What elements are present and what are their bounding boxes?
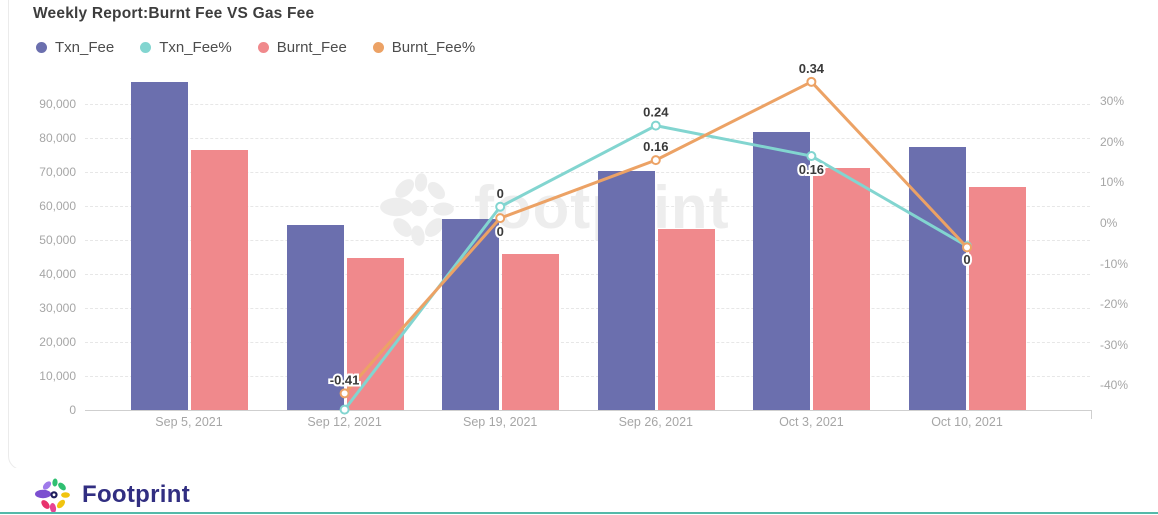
point-burnt-fee--4[interactable] [962,242,972,253]
bar-burnt-fee-4[interactable] [813,167,871,410]
point-label: 0 [963,252,970,267]
legend-item-txn-fee-[interactable]: Txn_Fee% [140,39,232,56]
point-label: 0.16 [799,162,824,177]
legend-label: Burnt_Fee [276,39,347,56]
gridline [85,172,1090,173]
legend-dot-icon [140,42,152,53]
point-txn-fee--3[interactable] [806,151,817,162]
gridline [85,104,1090,105]
bar-burnt-fee-5[interactable] [969,186,1026,410]
bar-txn-fee-4[interactable] [753,131,811,410]
left-axis-tick-label: 40,000 [39,267,76,281]
legend-dot-icon [372,42,384,53]
x-axis-category-label: Sep 26, 2021 [618,415,693,429]
x-axis-end-tick [1091,410,1092,419]
legend-item-burnt-fee-[interactable]: Burnt_Fee% [372,39,476,56]
left-axis-tick-label: 60,000 [39,199,76,213]
right-axis-tick-label: 0% [1100,216,1118,230]
legend-dot-icon [257,42,269,53]
bar-burnt-fee-0[interactable] [191,149,248,410]
legend-dot-icon [36,42,47,53]
right-axis-tick-label: -40% [1100,378,1129,393]
bar-burnt-fee-2[interactable] [502,254,560,410]
right-axis-tick-label: -30% [1100,337,1129,352]
footer: Footprint [0,468,1158,514]
left-axis-tick-label: 80,000 [39,131,76,145]
line-txn-fee- [343,124,969,412]
point-label: 0.24 [643,105,669,120]
left-axis-tick-label: 0 [69,403,76,417]
legend-item-burnt-fee[interactable]: Burnt_Fee [257,39,347,56]
point-txn-fee--2[interactable] [650,120,661,131]
gridline [85,376,1090,377]
legend-label: Txn_Fee [55,39,115,56]
bar-txn-fee-1[interactable] [286,225,344,410]
right-axis-tick-label: 10% [1100,175,1125,190]
point-label: 0 [497,224,504,239]
gridline [85,138,1090,139]
chart-title: Weekly Report:Burnt Fee VS Gas Fee [33,5,315,22]
x-axis-line [85,410,1092,411]
left-axis-tick-label: 90,000 [39,97,76,111]
point-label: 0 [497,186,504,201]
legend-item-txn-fee[interactable]: Txn_Fee [36,39,114,56]
point-burnt-fee--0[interactable] [339,388,350,399]
chart-legend: Txn_Fee Txn_Fee% Burnt_Fee Burnt_Fee% [36,39,475,56]
gridline [85,240,1090,241]
legend-label: Txn_Fee% [159,39,232,56]
point-txn-fee--1[interactable] [495,201,506,212]
point-label: 0.16 [643,139,668,154]
x-axis-category-label: Sep 12, 2021 [307,415,382,429]
gridline [85,342,1090,343]
footprint-brand-text: Footprint [82,481,190,508]
bar-txn-fee-0[interactable] [131,81,188,410]
point-txn-fee--0[interactable] [339,404,350,415]
point-burnt-fee--2[interactable] [650,155,661,166]
left-axis-tick-label: 20,000 [39,335,76,349]
point-label: 0.34 [799,61,825,76]
bar-burnt-fee-1[interactable] [346,258,404,410]
x-axis-category-label: Oct 3, 2021 [779,415,844,429]
footprint-flower-icon [35,478,70,513]
x-axis-category-label: Sep 19, 2021 [463,415,538,429]
x-axis-category-label: Oct 10, 2021 [931,415,1003,429]
bar-txn-fee-3[interactable] [597,171,655,410]
right-axis-tick-label: 20% [1100,134,1125,149]
left-axis-tick-label: 50,000 [39,233,76,247]
right-axis-tick-label: 30% [1100,94,1125,109]
gridline [85,308,1090,309]
left-axis-tick-label: 30,000 [39,301,76,315]
bottom-accent-bar [0,512,1158,514]
gridline [85,274,1090,275]
left-axis-tick-label: 70,000 [39,165,76,179]
x-axis-category-label: Sep 5, 2021 [155,415,223,429]
legend-label: Burnt_Fee% [391,39,476,56]
point-burnt-fee--3[interactable] [806,76,817,87]
right-axis-tick-label: -20% [1100,297,1129,312]
bar-burnt-fee-3[interactable] [657,229,715,410]
point-label: -0.41 [330,372,360,387]
point-burnt-fee--1[interactable] [495,213,506,224]
gridline [85,206,1090,207]
bar-txn-fee-5[interactable] [909,146,966,410]
left-axis-tick-label: 10,000 [39,369,76,383]
right-axis-tick-label: -10% [1100,256,1129,271]
footprint-logo[interactable]: Footprint [34,475,190,515]
